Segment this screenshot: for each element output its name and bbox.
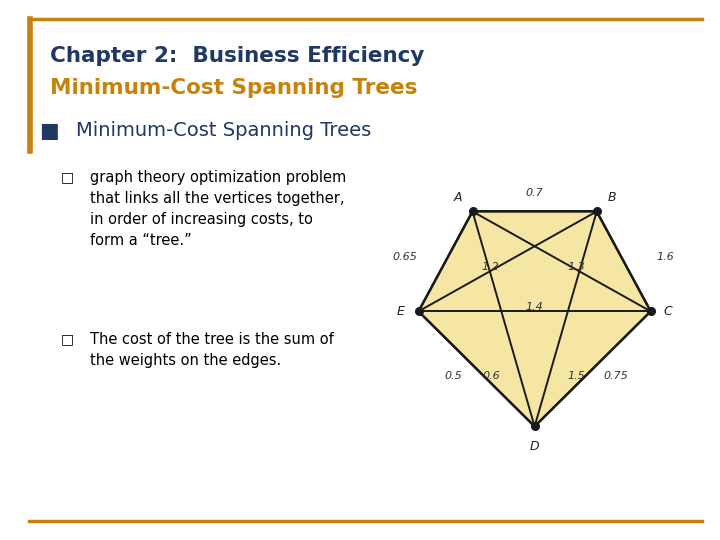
Text: The cost of the tree is the sum of
the weights on the edges.: The cost of the tree is the sum of the w… bbox=[90, 332, 334, 368]
Text: 1.2: 1.2 bbox=[481, 262, 499, 273]
Text: 1.3: 1.3 bbox=[567, 262, 585, 273]
Text: D: D bbox=[530, 440, 539, 453]
Text: 0.5: 0.5 bbox=[445, 372, 462, 381]
Text: B: B bbox=[607, 191, 616, 204]
Polygon shape bbox=[418, 212, 651, 427]
Text: 1.4: 1.4 bbox=[526, 302, 544, 312]
Text: Minimum-Cost Spanning Trees: Minimum-Cost Spanning Trees bbox=[50, 78, 418, 98]
Text: C: C bbox=[664, 305, 672, 318]
Text: graph theory optimization problem
that links all the vertices together,
in order: graph theory optimization problem that l… bbox=[90, 170, 346, 248]
Text: 1.6: 1.6 bbox=[657, 252, 675, 262]
Text: □: □ bbox=[61, 170, 74, 184]
Text: ■: ■ bbox=[40, 122, 59, 141]
Text: 1.5: 1.5 bbox=[567, 372, 585, 381]
Text: Chapter 2:  Business Efficiency: Chapter 2: Business Efficiency bbox=[50, 46, 425, 66]
Text: E: E bbox=[397, 305, 405, 318]
Text: Minimum-Cost Spanning Trees: Minimum-Cost Spanning Trees bbox=[76, 122, 371, 140]
Text: 0.6: 0.6 bbox=[482, 372, 500, 381]
Text: 0.75: 0.75 bbox=[603, 372, 628, 381]
Text: 0.7: 0.7 bbox=[526, 188, 544, 198]
Text: 0.65: 0.65 bbox=[392, 252, 418, 262]
Text: □: □ bbox=[61, 332, 74, 346]
Text: A: A bbox=[454, 191, 462, 204]
